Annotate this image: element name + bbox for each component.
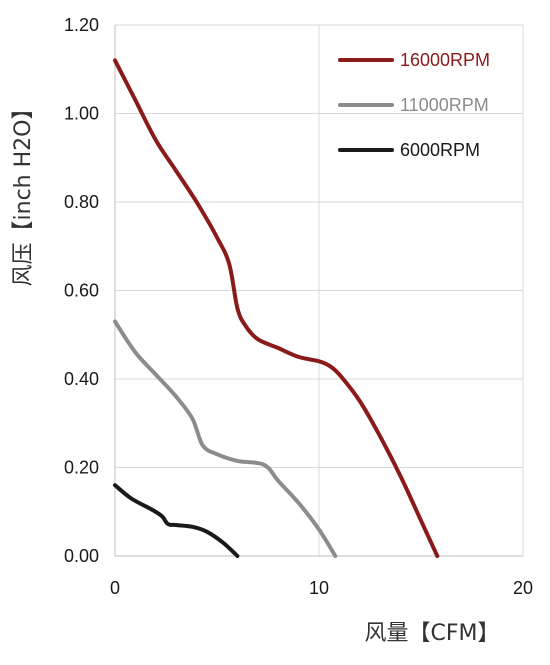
y-tick-label: 1.00 — [64, 104, 99, 124]
y-tick-label: 1.20 — [64, 15, 99, 35]
x-tick-label: 10 — [309, 578, 329, 598]
y-tick-label: 0.40 — [64, 369, 99, 389]
series-lines — [113, 58, 440, 558]
y-tick-labels: 0.00 0.20 0.40 0.60 0.80 1.00 1.20 — [64, 15, 99, 566]
x-tick-label: 20 — [513, 578, 533, 598]
series-line-11000RPM — [113, 319, 338, 558]
y-tick-label: 0.60 — [64, 281, 99, 301]
grid — [115, 24, 524, 556]
legend-label: 16000RPM — [400, 50, 490, 70]
y-tick-label: 0.00 — [64, 546, 99, 566]
legend-label: 11000RPM — [400, 95, 489, 115]
x-axis-label: 风量【CFM】 — [365, 621, 500, 646]
y-axis-label: 风压【inch H2O】 — [11, 98, 36, 287]
axes — [114, 25, 523, 557]
x-tick-labels: 0 10 20 — [110, 578, 533, 598]
legend-label: 6000RPM — [400, 140, 480, 160]
y-tick-label: 0.80 — [64, 192, 99, 212]
x-tick-label: 0 — [110, 578, 120, 598]
series-line-16000RPM — [113, 58, 440, 558]
series-line-6000RPM — [113, 483, 240, 558]
y-tick-label: 0.20 — [64, 458, 99, 478]
legend: 16000RPM 11000RPM 6000RPM — [338, 50, 490, 160]
